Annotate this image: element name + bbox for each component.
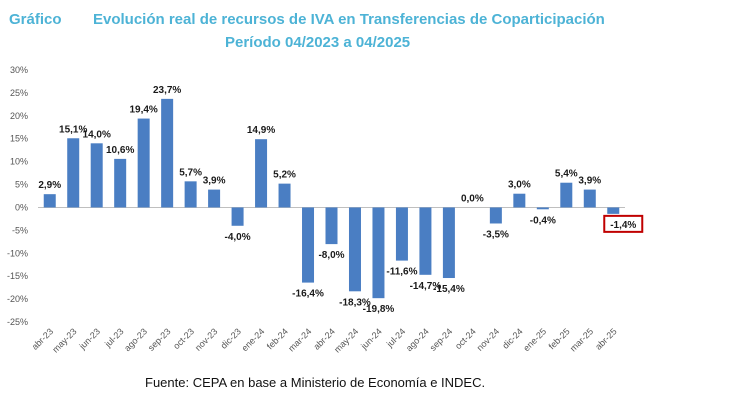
y-tick-label: 0% (15, 202, 28, 212)
bar-abr-24 (325, 207, 338, 245)
bar-sep-23 (161, 98, 174, 208)
x-tick-label: sep-24 (428, 326, 455, 353)
bar-abr-25 (607, 207, 620, 214)
y-tick-label: 10% (10, 157, 28, 167)
x-tick-label: nov-24 (475, 326, 502, 353)
x-tick-label: nov-23 (193, 326, 220, 353)
bar-mar-25 (583, 189, 596, 208)
data-label: 3,9% (203, 176, 226, 187)
chart-header: Gráfico Evolución real de recursos de IV… (9, 8, 721, 58)
bar-ago-23 (137, 118, 150, 208)
bar-ene-24 (255, 139, 268, 208)
x-tick-label: oct-24 (453, 326, 478, 351)
y-tick-label: 15% (10, 134, 28, 144)
y-tick-label: 20% (10, 111, 28, 121)
data-label: -3,5% (483, 229, 509, 240)
data-label: -15,4% (433, 284, 465, 295)
y-tick-label: -10% (7, 248, 28, 258)
x-tick-label: ago-23 (122, 326, 149, 353)
y-tick-label: -25% (7, 317, 28, 327)
bar-dic-23 (231, 207, 244, 226)
x-tick-label: abr-25 (593, 326, 618, 351)
bar-may-24 (348, 207, 361, 292)
data-label: 10,6% (106, 145, 134, 156)
bar-mar-24 (302, 207, 315, 283)
chart-label: Gráfico (9, 11, 62, 28)
y-tick-label: 30% (10, 65, 28, 75)
x-tick-label: ene-25 (521, 326, 548, 353)
chart-title: Evolución real de recursos de IVA en Tra… (93, 11, 605, 28)
data-label: -16,4% (292, 289, 324, 300)
data-label: 0,0% (461, 193, 484, 204)
data-label: 14,9% (247, 125, 275, 136)
data-label: -14,7% (410, 281, 442, 292)
bar-nov-24 (489, 207, 502, 224)
bar-chart: 30% 25% 20% 15% 10% 5% 0% -5% -10% -15% -20% -25% 2… (7, 65, 644, 355)
x-tick-label: jun-24 (358, 326, 383, 351)
bars (43, 98, 620, 299)
bar-ene-25 (536, 207, 549, 210)
x-tick-label: mar-24 (286, 326, 313, 353)
data-labels: 2,9%15,1%14,0%10,6%19,4%23,7%5,7%3,9%-4,… (38, 85, 644, 315)
bar-jul-23 (114, 158, 127, 208)
highlight-box (603, 214, 644, 233)
data-label: -11,6% (386, 267, 417, 278)
data-label: -0,4% (530, 215, 556, 226)
x-tick-label: oct-23 (171, 326, 196, 351)
data-label: 5,4% (555, 169, 578, 180)
bar-ago-24 (419, 207, 432, 275)
bar-may-23 (67, 138, 80, 208)
y-tick-label: 5% (15, 180, 28, 190)
bar-feb-24 (278, 183, 291, 208)
data-label: -8,0% (318, 250, 344, 261)
x-tick-label: ene-24 (240, 326, 267, 353)
data-label: 3,0% (508, 180, 531, 191)
data-label: -4,0% (225, 232, 251, 243)
data-label: 5,2% (273, 170, 296, 181)
y-tick-label: 25% (10, 88, 28, 98)
bar-sep-24 (442, 207, 455, 279)
bar-oct-23 (184, 181, 197, 208)
x-tick-label: mar-25 (568, 326, 595, 353)
bar-jun-24 (372, 207, 385, 299)
bar-nov-23 (208, 189, 221, 208)
x-tick-label: ago-24 (404, 326, 431, 353)
data-label: 23,7% (153, 85, 181, 96)
data-label: -1,4% (610, 220, 636, 231)
y-tick-label: -20% (7, 294, 28, 304)
bar-dic-24 (513, 193, 526, 208)
x-tick-label: may-23 (50, 326, 78, 354)
bar-jul-24 (395, 207, 408, 261)
data-label: 15,1% (59, 124, 87, 135)
x-tick-label: jun-23 (77, 326, 102, 351)
y-tick-label: -5% (12, 225, 28, 235)
data-label: -19,8% (363, 304, 395, 315)
bar-jun-23 (90, 143, 103, 208)
y-axis: 30% 25% 20% 15% 10% 5% 0% -5% -10% -15% -20% -25% (7, 65, 28, 327)
data-label: -18,3% (339, 297, 371, 308)
data-label: 3,9% (578, 176, 601, 187)
data-label: 14,0% (83, 129, 111, 140)
x-tick-label: may-24 (332, 326, 360, 354)
data-label: 19,4% (129, 105, 157, 116)
source-note: Fuente: CEPA en base a Ministerio de Eco… (145, 375, 486, 390)
bar-feb-25 (560, 182, 573, 208)
chart-subtitle: Período 04/2023 a 04/2025 (225, 34, 411, 51)
x-tick-label: sep-23 (146, 326, 173, 353)
data-label: 2,9% (38, 180, 61, 191)
bar-abr-23 (43, 194, 56, 208)
y-tick-label: -15% (7, 271, 28, 281)
data-label: 5,7% (179, 167, 202, 178)
